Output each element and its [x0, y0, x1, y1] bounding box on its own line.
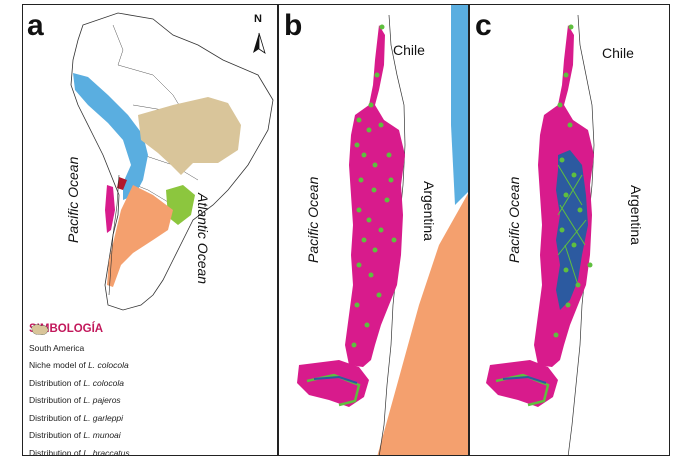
- atlantic-ocean-label: Atlantic Ocean: [195, 193, 211, 285]
- panel-c-label: c: [475, 9, 492, 42]
- legend-title: SIMBOLOGÍA: [29, 323, 104, 335]
- garleppi-range: [451, 5, 468, 205]
- legend-item: Niche model of L. colocola: [29, 324, 269, 375]
- southern-network: [502, 375, 547, 384]
- niche-colocola: [345, 25, 405, 367]
- pacific-ocean-label-a: Pacific Ocean: [65, 156, 81, 243]
- legend-label: South America: [29, 342, 85, 353]
- legend-item: Distribution of L. munoai: [29, 324, 269, 445]
- record-points: [553, 24, 593, 338]
- legend-label: Distribution of L. garleppi: [29, 412, 124, 423]
- chile-label-c: Chile: [602, 45, 634, 61]
- southern-records: [306, 373, 361, 407]
- southern-network: [313, 375, 358, 384]
- legend-item: South America: [29, 324, 269, 357]
- colocola-range: [117, 177, 127, 190]
- panel-a-label: a: [27, 9, 44, 42]
- chile-label-b: Chile: [393, 42, 425, 58]
- pajeros-range: [377, 193, 468, 455]
- panel-a-map: N a Pacific Ocean Atlantic Ocean SIMBOLO…: [22, 4, 278, 456]
- southern-tip: [486, 360, 558, 407]
- niche-colocola: [105, 185, 115, 233]
- record-points: [351, 24, 397, 348]
- panel-b-label: b: [284, 9, 303, 42]
- north-arrow-icon: [253, 32, 266, 54]
- argentina-label-b: Argentina: [421, 181, 437, 241]
- panel-b-map: b Chile Pacific Ocean Argentina: [278, 4, 469, 456]
- pajeros-range: [107, 185, 173, 287]
- south-america-map: [70, 12, 274, 311]
- network-lines: [557, 164, 587, 286]
- legend-label: Distribution of L. pajeros: [29, 395, 121, 406]
- legend-item: Distribution of L. garleppi: [29, 324, 269, 427]
- legend-item: Distribution of L. braccatus: [29, 324, 269, 456]
- munoai-range: [166, 185, 195, 225]
- braccatus-range: [138, 97, 241, 175]
- legend-item: Distribution of L. pajeros: [29, 324, 269, 410]
- legend-item: Distribution of L. colocola: [29, 324, 269, 392]
- chile-map-b: [297, 5, 468, 455]
- legend-label: Distribution of L. colocola: [29, 377, 124, 388]
- pacific-ocean-label-b: Pacific Ocean: [305, 176, 321, 263]
- legend-label: Distribution of L. munoai: [29, 430, 121, 441]
- legend-label: Distribution of L. braccatus: [29, 447, 130, 456]
- panel-c-map: c Chile Pacific Ocean Argentina: [469, 4, 670, 456]
- north-label: N: [254, 13, 262, 25]
- argentina-label-c: Argentina: [628, 185, 644, 245]
- pacific-ocean-label-c: Pacific Ocean: [506, 176, 522, 263]
- southern-records: [495, 373, 550, 407]
- garleppi-range: [73, 73, 148, 200]
- legend: SIMBOLOGÍA South America Niche model of …: [29, 323, 269, 456]
- chile-map-c: [486, 14, 595, 455]
- southern-tip: [297, 360, 369, 407]
- legend-label: Niche model of L. colocola: [29, 360, 129, 371]
- braccatus-swatch-icon: [32, 324, 48, 335]
- andes-border: [108, 174, 120, 296]
